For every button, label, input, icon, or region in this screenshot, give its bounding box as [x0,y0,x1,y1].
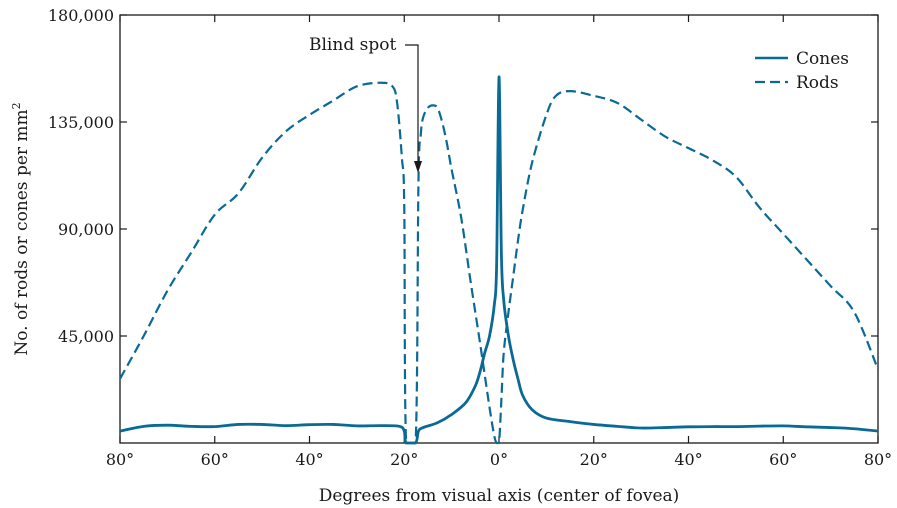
legend: Cones Rods [755,49,849,93]
y-axis-title-superscript: 2 [10,102,23,109]
y-axis-ticks: 45,000 90,000 135,000 180,000 [48,6,878,346]
legend-rods-label: Rods [796,73,839,93]
x-tick-label: 60° [201,450,229,469]
y-axis-title: No. of rods or cones per mm2 [10,102,32,355]
y-tick-label: 90,000 [58,220,114,239]
x-tick-label: 80° [106,450,134,469]
y-tick-label: 135,000 [48,113,114,132]
x-tick-label: 20° [580,450,608,469]
x-tick-label: 80° [864,450,892,469]
annotation-text: Blind spot [309,35,396,55]
x-axis-title: Degrees from visual axis (center of fove… [319,486,680,506]
annotation-arrowhead [414,161,422,173]
series-line-cones [119,75,879,445]
x-tick-label: 40° [295,450,323,469]
y-tick-label: 180,000 [48,6,114,25]
legend-cones-label: Cones [796,49,849,69]
x-tick-label: 40° [674,450,702,469]
blind-spot-annotation: Blind spot [309,35,422,173]
y-tick-label: 45,000 [58,327,114,346]
x-tick-label: 60° [769,450,797,469]
series-layer [119,75,880,445]
annotation-leader-line [405,44,419,162]
series-line-rods [119,81,880,445]
x-tick-label: 0° [490,450,508,469]
x-tick-label: 20° [390,450,418,469]
y-axis-title-main: No. of rods or cones per mm [12,109,32,355]
